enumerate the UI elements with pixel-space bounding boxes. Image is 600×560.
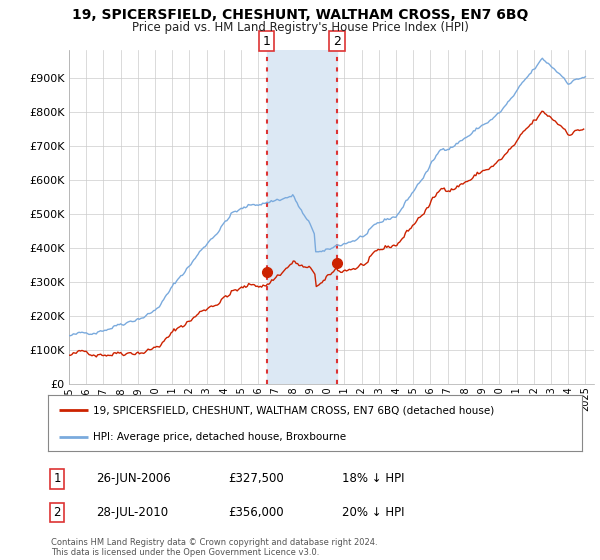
Text: 28-JUL-2010: 28-JUL-2010 [96,506,168,519]
Text: £327,500: £327,500 [228,472,284,486]
Bar [266,50,337,384]
Text: 19, SPICERSFIELD, CHESHUNT, WALTHAM CROSS, EN7 6BQ: 19, SPICERSFIELD, CHESHUNT, WALTHAM CROS… [72,8,528,22]
Text: 20% ↓ HPI: 20% ↓ HPI [342,506,404,519]
Text: Price paid vs. HM Land Registry's House Price Index (HPI): Price paid vs. HM Land Registry's House … [131,21,469,34]
Text: 1: 1 [53,472,61,486]
Text: 18% ↓ HPI: 18% ↓ HPI [342,472,404,486]
Text: HPI: Average price, detached house, Broxbourne: HPI: Average price, detached house, Brox… [94,432,347,442]
Text: Contains HM Land Registry data © Crown copyright and database right 2024.
This d: Contains HM Land Registry data © Crown c… [51,538,377,557]
Text: 26-JUN-2006: 26-JUN-2006 [96,472,171,486]
Text: 1: 1 [263,35,271,48]
Text: 19, SPICERSFIELD, CHESHUNT, WALTHAM CROSS, EN7 6BQ (detached house): 19, SPICERSFIELD, CHESHUNT, WALTHAM CROS… [94,405,494,416]
Text: 2: 2 [333,35,341,48]
Text: 2: 2 [53,506,61,519]
Text: £356,000: £356,000 [228,506,284,519]
